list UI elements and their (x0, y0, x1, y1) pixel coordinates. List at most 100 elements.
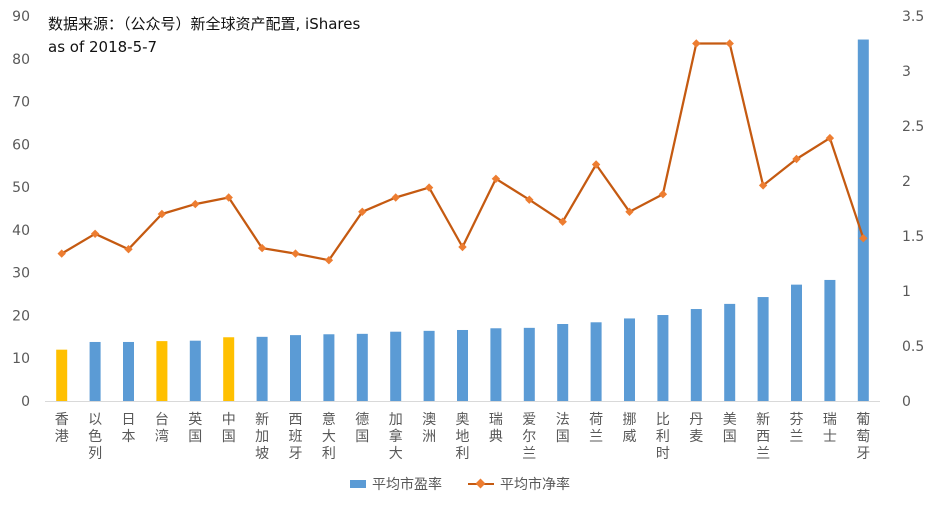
y-left-tick-label: 0 (21, 394, 30, 410)
y-right-tick-label: 3 (902, 64, 911, 80)
line-point (792, 154, 801, 164)
line-point (124, 245, 133, 254)
line-point (324, 256, 334, 265)
line-point (491, 174, 501, 183)
bar (223, 337, 235, 401)
category-label: 葡萄牙 (856, 412, 870, 462)
category-label: 以色列 (88, 412, 102, 462)
category-label: 日本 (122, 412, 136, 445)
category-label: 德国 (355, 412, 369, 445)
category-label: 比利时 (656, 412, 670, 462)
category-label: 奥地利 (456, 411, 470, 462)
y-left-tick-label: 70 (12, 95, 30, 111)
bar (290, 335, 301, 401)
y-right-tick-label: 2.5 (902, 119, 924, 135)
line-point (391, 193, 400, 202)
bar (690, 309, 702, 401)
legend: 平均市盈率 平均市净率 (350, 474, 596, 494)
line-point (625, 207, 634, 216)
line-point (859, 234, 868, 243)
category-label: 芬兰 (790, 412, 804, 445)
bar (857, 39, 869, 402)
bar (757, 297, 769, 401)
line-point (358, 207, 367, 216)
line-point (825, 133, 835, 143)
bar (824, 279, 836, 401)
legend-label-pe: 平均市盈率 (372, 477, 442, 493)
legend-item-pb: 平均市净率 (468, 474, 570, 494)
line-point (591, 160, 601, 169)
category-label: 荷兰 (589, 412, 603, 445)
line-point (424, 183, 434, 192)
category-label: 挪威 (623, 412, 637, 445)
line-point (90, 229, 100, 238)
y-right-tick-label: 0 (902, 394, 911, 410)
bar (256, 336, 268, 401)
line-point (191, 199, 200, 209)
category-label: 爱尔兰 (522, 412, 536, 462)
legend-item-pe: 平均市盈率 (350, 474, 442, 494)
legend-swatch-bar (350, 480, 366, 488)
line-point (558, 217, 567, 226)
bar (56, 349, 68, 401)
line-point (725, 39, 734, 48)
bar (423, 330, 435, 401)
category-label: 意大利 (322, 411, 336, 462)
legend-swatch-line (468, 479, 494, 489)
bar (89, 341, 101, 401)
category-label: 台湾 (155, 412, 169, 445)
line-point (157, 209, 167, 219)
y-left-tick-label: 90 (12, 9, 30, 25)
pb-series-line (61, 42, 865, 262)
y-left-tick-label: 80 (12, 52, 30, 68)
bar (390, 331, 402, 401)
y-right-tick-label: 0.5 (902, 339, 924, 355)
bar (523, 327, 535, 401)
bar (323, 334, 335, 401)
y-right-tick-label: 1.5 (902, 229, 924, 245)
category-label: 法国 (556, 412, 570, 445)
y-left-tick-label: 30 (12, 266, 30, 282)
line-point (57, 249, 66, 258)
bar (189, 340, 201, 401)
bar (624, 318, 635, 401)
y-left-tick-label: 20 (12, 308, 30, 324)
bar (657, 315, 669, 401)
bar (490, 328, 502, 401)
category-label: 瑞士 (823, 412, 837, 445)
bar (123, 341, 134, 401)
y-left-tick-label: 60 (12, 137, 30, 153)
bar (557, 324, 569, 401)
line-point (758, 181, 768, 190)
category-label: 加拿大 (389, 412, 403, 462)
category-label: 香港 (55, 412, 69, 445)
line-point (692, 39, 701, 48)
category-label: 新西兰 (756, 412, 770, 462)
source-annotation: 数据来源：（公众号）新全球资产配置, iShares (48, 15, 361, 33)
bar (156, 341, 168, 401)
y-right-tick-label: 3.5 (902, 9, 924, 25)
line-point (291, 249, 300, 258)
category-label: 瑞典 (489, 412, 503, 445)
bar (724, 303, 736, 401)
y-left-tick-label: 50 (12, 180, 30, 196)
line-point (224, 193, 233, 202)
line-point (658, 190, 668, 199)
category-label: 西班牙 (289, 412, 303, 462)
category-label: 美国 (723, 412, 737, 445)
bar (791, 284, 802, 401)
category-label: 澳洲 (422, 412, 436, 445)
y-left-tick-label: 10 (12, 351, 30, 367)
bar (356, 333, 368, 401)
category-label: 丹麦 (689, 412, 703, 445)
y-right-tick-label: 2 (902, 174, 911, 190)
bar (457, 329, 468, 401)
line-point (525, 195, 534, 204)
category-label: 中国 (222, 412, 236, 445)
date-annotation: as of 2018-5-7 (48, 38, 158, 56)
line-point (257, 243, 267, 253)
y-left-tick-label: 40 (12, 223, 30, 239)
line-point (458, 242, 467, 252)
